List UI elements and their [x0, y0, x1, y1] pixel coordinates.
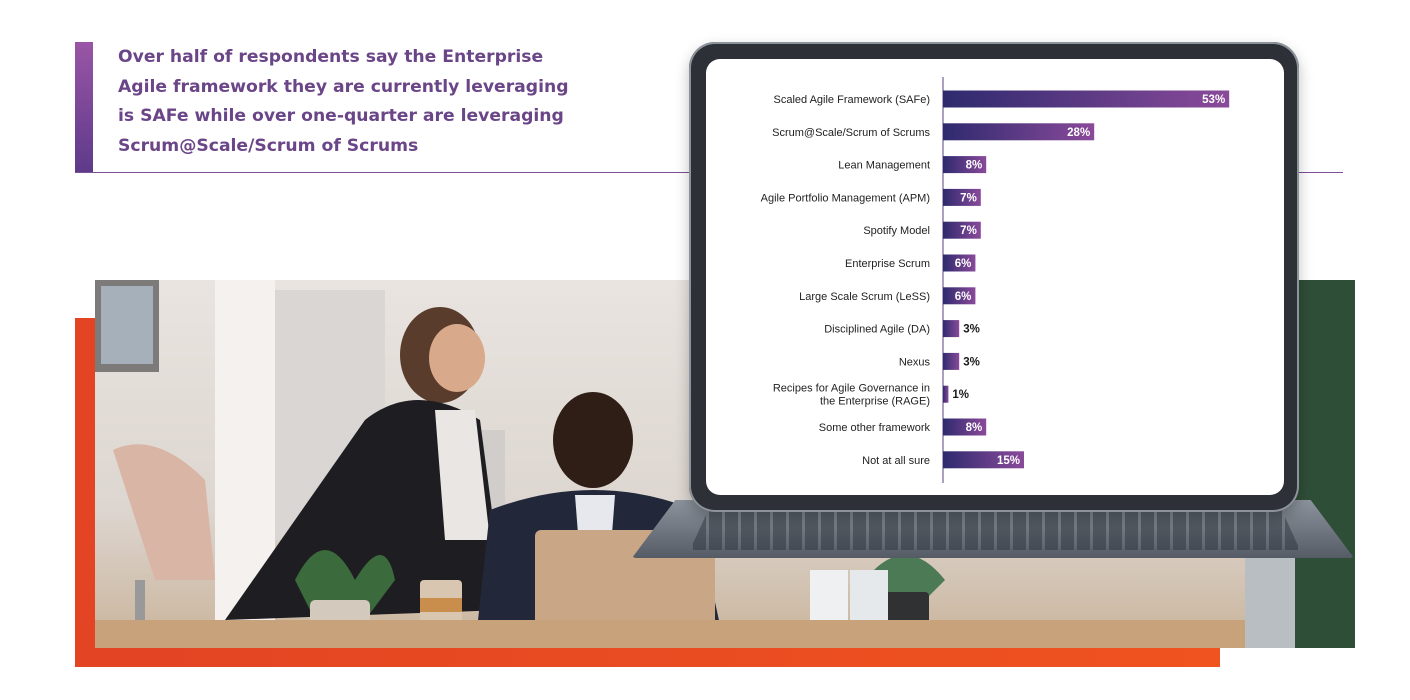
framework-bar-chart: Scaled Agile Framework (SAFe) 53% Scrum@Sc…	[761, 77, 1230, 483]
bar-11	[943, 451, 1024, 469]
category-label-5: Enterprise Scrum	[845, 258, 930, 270]
category-label-9: Recipes for Agile Governance in the Enter…	[773, 383, 930, 408]
value-label-8: 3%	[963, 356, 980, 368]
keyboard-keys	[690, 510, 1300, 550]
bar-5	[943, 254, 976, 272]
bar-3	[943, 188, 981, 206]
bar-2	[943, 156, 987, 174]
value-label-4: 7%	[960, 225, 977, 237]
value-label-0: 53%	[1202, 94, 1225, 106]
category-label-4: Spotify Model	[863, 225, 930, 237]
value-label-6: 6%	[955, 291, 972, 303]
value-label-10: 8%	[966, 422, 983, 434]
category-label-11: Not at all sure	[862, 455, 930, 467]
headline: Over half of respondents say the Enterpr…	[118, 47, 569, 156]
value-label-11: 15%	[997, 455, 1020, 467]
value-label-9: 1%	[952, 389, 969, 401]
bar-9	[943, 385, 949, 403]
bar-10	[943, 418, 987, 436]
value-label-2: 8%	[966, 160, 983, 172]
category-label-8: Nexus	[899, 356, 931, 368]
headline-accent-bar	[75, 42, 93, 173]
bar-4	[943, 221, 981, 239]
tablet-screen: Scaled Agile Framework (SAFe) 53% Scrum@Sc…	[706, 59, 1284, 495]
bar-8	[943, 352, 960, 370]
category-label-0: Scaled Agile Framework (SAFe)	[774, 94, 931, 106]
category-label-2: Lean Management	[838, 160, 930, 172]
value-label-1: 28%	[1067, 127, 1090, 139]
bar-7	[943, 320, 960, 338]
bar-6	[943, 287, 976, 305]
bar-0	[943, 90, 1230, 108]
category-label-10: Some other framework	[819, 422, 931, 434]
category-label-3: Agile Portfolio Management (APM)	[761, 192, 930, 204]
category-label-1: Scrum@Scale/Scrum of Scrums	[772, 127, 930, 139]
value-label-7: 3%	[963, 324, 980, 336]
bar-1	[943, 123, 1095, 141]
category-label-6: Large Scale Scrum (LeSS)	[799, 291, 930, 303]
category-label-7: Disciplined Agile (DA)	[824, 324, 930, 336]
value-label-5: 6%	[955, 258, 972, 270]
value-label-3: 7%	[960, 192, 977, 204]
